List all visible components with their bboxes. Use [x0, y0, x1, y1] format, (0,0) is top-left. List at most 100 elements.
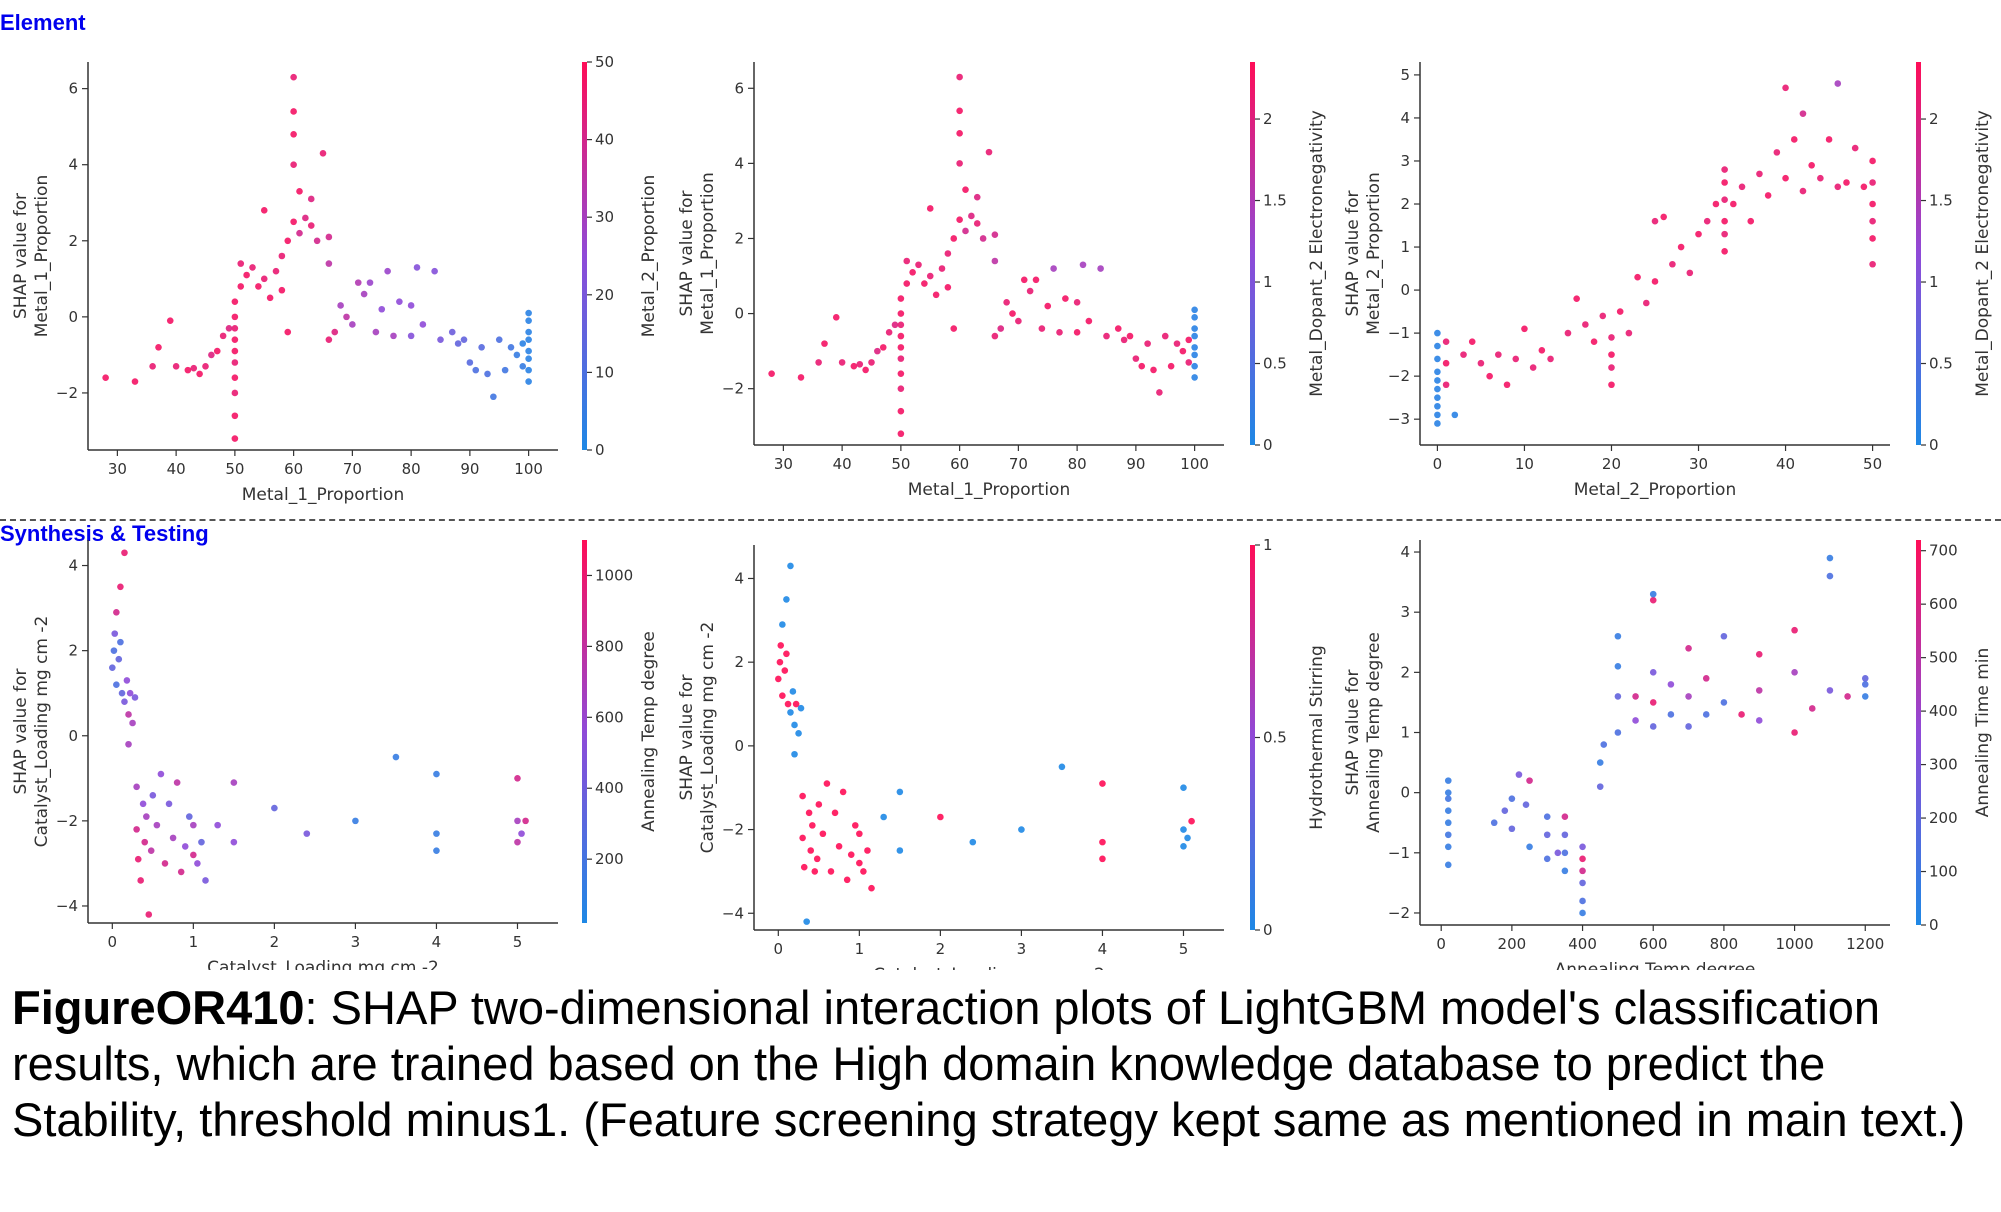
data-point — [111, 630, 119, 637]
data-point — [198, 838, 205, 846]
data-point — [973, 193, 981, 201]
data-point — [117, 583, 124, 591]
colorbar-tick-label: 0 — [595, 441, 605, 459]
data-point — [1444, 819, 1452, 827]
data-point — [260, 275, 268, 283]
caption-text: : SHAP two-dimensional interaction plots… — [12, 981, 1966, 1146]
data-point — [145, 911, 153, 918]
data-point — [932, 291, 940, 299]
data-point — [1477, 359, 1485, 367]
data-point — [897, 310, 905, 317]
data-point — [214, 821, 221, 829]
data-point — [123, 677, 131, 684]
colorbar-label: Metal_Dopant_2 Electronegativity — [1307, 110, 1327, 397]
data-point — [161, 860, 169, 867]
data-point — [1184, 834, 1191, 842]
colorbar-tick-label: 20 — [595, 286, 614, 304]
data-point — [194, 860, 201, 867]
data-point — [1099, 855, 1106, 863]
data-point — [1486, 372, 1493, 380]
data-point — [868, 359, 875, 366]
data-point — [1018, 826, 1025, 833]
data-point — [1817, 174, 1824, 182]
data-point — [1038, 325, 1046, 332]
data-point — [885, 329, 893, 336]
data-point — [1543, 813, 1551, 821]
data-point — [484, 370, 491, 378]
colorbar-tick-label: 500 — [1929, 649, 1958, 667]
colorbar-label: Annealing Time min — [1973, 648, 1993, 818]
data-point — [792, 700, 800, 708]
data-point — [1808, 705, 1816, 712]
x-tick-label: 60 — [284, 460, 303, 478]
y-tick-label: −2 — [722, 380, 744, 398]
data-point — [962, 227, 969, 235]
data-point — [1869, 157, 1876, 165]
data-point — [897, 321, 905, 329]
data-point — [514, 838, 521, 846]
data-point — [1114, 325, 1122, 332]
data-point — [454, 340, 462, 347]
y-tick-label: −2 — [1388, 904, 1410, 922]
colorbar-tick-label: 30 — [595, 208, 614, 226]
x-tick-label: 400 — [1568, 935, 1597, 953]
data-point — [979, 235, 987, 242]
data-point — [117, 638, 124, 646]
data-point — [1579, 867, 1586, 875]
data-point — [396, 298, 403, 305]
y-tick-label: −1 — [1388, 844, 1410, 862]
data-point — [165, 800, 173, 808]
x-tick-label: 800 — [1710, 935, 1739, 953]
data-point — [1614, 632, 1622, 640]
data-point — [190, 821, 197, 829]
data-point — [831, 809, 839, 817]
y-tick-label: 4 — [734, 154, 744, 172]
x-tick-label: 200 — [1498, 935, 1527, 953]
data-point — [903, 257, 911, 265]
data-point — [1869, 260, 1876, 268]
data-point — [1756, 170, 1763, 178]
y-axis-label-line: Catalyst_Loading mg cm -2 — [698, 622, 718, 854]
data-point — [835, 843, 843, 850]
x-tick-label: 0 — [1433, 455, 1443, 473]
data-point — [231, 298, 239, 305]
data-point — [1843, 179, 1850, 186]
data-point — [937, 813, 944, 821]
data-point — [1191, 344, 1198, 351]
data-point — [185, 813, 193, 820]
data-point — [776, 658, 784, 666]
data-point — [133, 826, 140, 833]
data-point — [815, 359, 822, 366]
data-point — [791, 750, 798, 758]
data-point — [448, 328, 456, 336]
data-point — [973, 220, 981, 227]
colorbar — [1916, 540, 1921, 925]
data-point — [1851, 144, 1859, 152]
data-point — [1015, 317, 1022, 325]
data-point — [897, 295, 905, 302]
data-point — [795, 730, 802, 737]
data-point — [915, 261, 922, 269]
colorbar-tick-label: 1000 — [595, 566, 633, 584]
data-point — [501, 366, 509, 374]
data-point — [1869, 200, 1876, 208]
data-point — [1791, 729, 1798, 736]
data-point — [155, 343, 162, 351]
x-tick-label: 0 — [108, 933, 118, 951]
data-point — [525, 366, 532, 374]
data-point — [134, 855, 142, 863]
data-point — [1721, 248, 1728, 255]
data-point — [1738, 183, 1746, 191]
data-point — [1773, 149, 1781, 156]
data-point — [1632, 717, 1639, 724]
data-point — [1614, 729, 1622, 736]
x-tick-label: 70 — [343, 460, 362, 478]
data-point — [860, 868, 867, 875]
y-tick-label: 2 — [68, 642, 78, 660]
data-point — [832, 314, 840, 321]
data-point — [433, 770, 440, 778]
colorbar-tick-label: 2 — [1929, 110, 1939, 128]
data-point — [891, 321, 899, 329]
data-point — [1444, 831, 1452, 839]
